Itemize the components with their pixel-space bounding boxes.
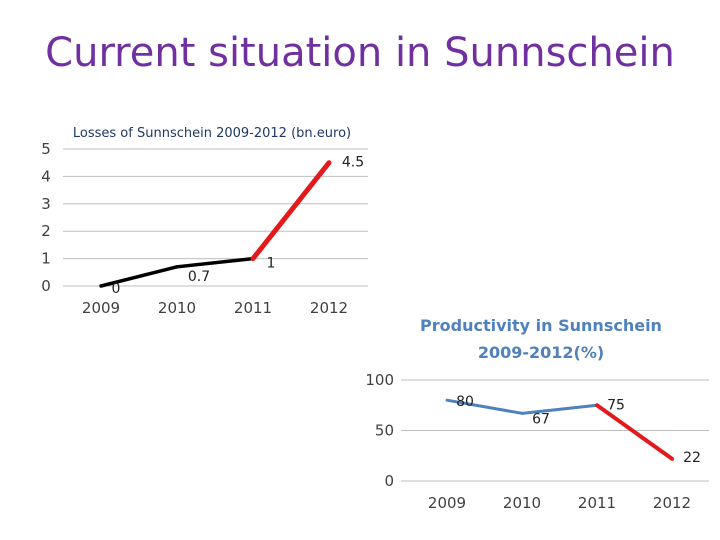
- series-segment: [175, 256, 255, 269]
- x-tick-label: 2009: [428, 494, 466, 512]
- productivity-chart-title-line-1: Productivity in Sunnschein: [420, 316, 662, 335]
- x-tick-label: 2009: [82, 299, 120, 317]
- data-label: 67: [532, 411, 550, 427]
- x-tick-label: 2010: [158, 299, 196, 317]
- x-tick-label: 2011: [578, 494, 616, 512]
- y-tick-label: 4: [41, 167, 51, 185]
- losses-chart-data-labels: 0 0.7 1 4.5: [112, 155, 365, 297]
- losses-chart-y-ticks: 0 1 2 3 4 5: [41, 140, 51, 295]
- productivity-chart-y-ticks: 0 50 100: [365, 371, 394, 490]
- highlight-segment: [595, 403, 674, 461]
- productivity-chart-x-ticks: 2009 2010 2011 2012: [428, 494, 691, 512]
- y-tick-label: 0: [41, 277, 51, 295]
- losses-chart-title: Losses of Sunnschein 2009-2012 (bn.euro): [73, 126, 351, 141]
- losses-chart-series: [99, 160, 332, 288]
- slide-title: Current situation in Sunnschein: [45, 30, 675, 76]
- data-label: 75: [607, 397, 625, 413]
- data-label: 22: [683, 450, 701, 466]
- productivity-chart: Productivity in Sunnschein 2009-2012(%) …: [365, 316, 709, 512]
- y-tick-label: 50: [375, 422, 394, 440]
- productivity-chart-data-labels: 80 67 75 22: [456, 394, 701, 466]
- losses-chart-grid: [63, 148, 368, 287]
- y-tick-label: 3: [41, 195, 51, 213]
- x-tick-label: 2010: [503, 494, 541, 512]
- losses-chart: Losses of Sunnschein 2009-2012 (bn.euro)…: [41, 126, 368, 317]
- data-label: 0: [112, 281, 121, 297]
- y-tick-label: 2: [41, 222, 51, 240]
- data-label: 1: [267, 256, 276, 272]
- x-tick-label: 2011: [234, 299, 272, 317]
- y-tick-label: 5: [41, 140, 51, 158]
- data-label: 0.7: [188, 269, 210, 285]
- productivity-chart-title-line-2: 2009-2012(%): [478, 343, 604, 362]
- data-label: 80: [456, 394, 474, 410]
- productivity-chart-series: [445, 398, 674, 461]
- y-tick-label: 100: [365, 371, 394, 389]
- losses-chart-x-ticks: 2009 2010 2011 2012: [82, 299, 348, 317]
- data-label: 4.5: [342, 155, 364, 171]
- productivity-chart-grid: [401, 379, 709, 482]
- series-segment: [445, 398, 524, 415]
- x-tick-label: 2012: [310, 299, 348, 317]
- highlight-segment: [250, 160, 332, 262]
- series-segment: [520, 403, 599, 415]
- x-tick-label: 2012: [653, 494, 691, 512]
- y-tick-label: 0: [384, 472, 394, 490]
- series-segment: [99, 265, 179, 288]
- y-tick-label: 1: [41, 250, 51, 268]
